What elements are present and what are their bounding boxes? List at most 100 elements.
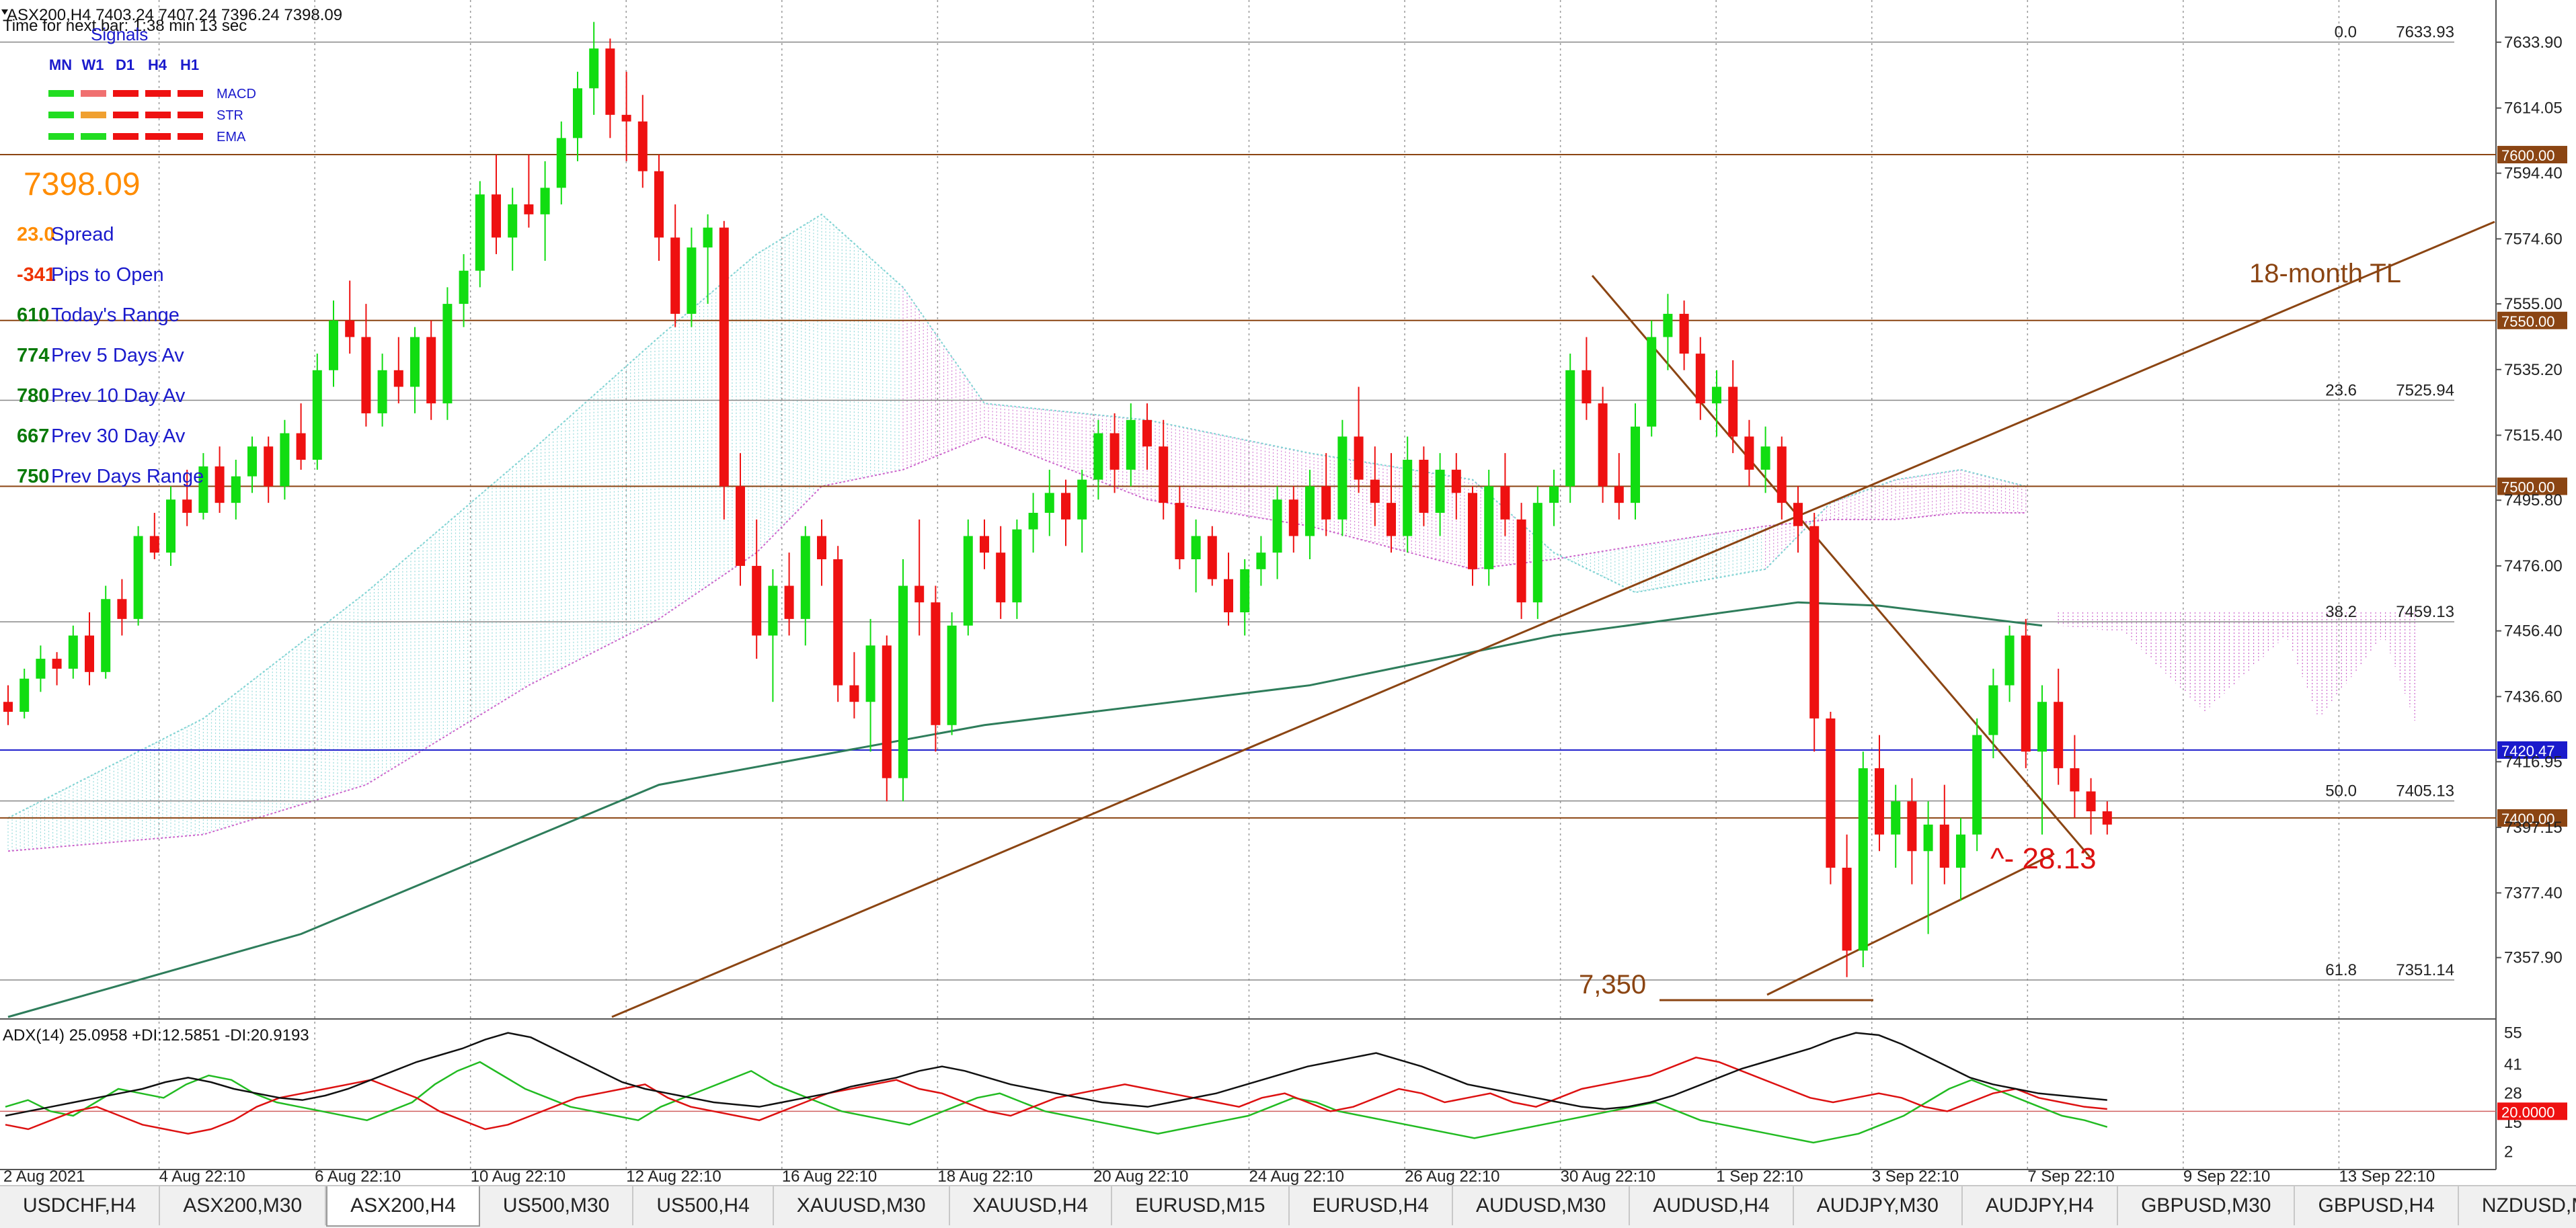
candle-body	[1272, 499, 1282, 553]
chart-tab[interactable]: US500,H4	[633, 1186, 774, 1225]
fibonacci-ratio-label: 0.0	[2335, 24, 2357, 42]
price-axis-label: 7476.00	[2504, 557, 2563, 575]
chart-tab[interactable]: GBPUSD,M30	[2118, 1186, 2296, 1225]
chart-tab[interactable]: EURUSD,M15	[1112, 1186, 1290, 1225]
price-axis-label: 7357.90	[2504, 949, 2563, 967]
chart-tab[interactable]: AUDJPY,H4	[1963, 1186, 2119, 1225]
candle-body	[2070, 768, 2080, 792]
adx-axis-label: 28	[2504, 1085, 2522, 1103]
chart-tab[interactable]: EURUSD,H4	[1290, 1186, 1453, 1225]
info-value: -341	[17, 264, 56, 286]
signal-indicator	[81, 133, 106, 140]
chart-tab[interactable]: NZDUSD,M30	[2459, 1186, 2576, 1225]
candle-body	[637, 121, 648, 171]
fibonacci-price-label: 7525.94	[2396, 381, 2454, 399]
candle-body	[1354, 436, 1364, 480]
adx-level-value: 20.0000	[2501, 1104, 2555, 1120]
info-value: 780	[17, 385, 49, 407]
info-label: Pips to Open	[51, 264, 164, 286]
candle-body	[573, 88, 582, 138]
time-axis-label: 6 Aug 22:10	[315, 1168, 401, 1185]
candle-body	[117, 599, 127, 619]
chart-tab[interactable]: AUDJPY,M30	[1794, 1186, 1963, 1225]
candle-body	[1744, 436, 1754, 470]
candle-body	[703, 227, 713, 248]
candle-body	[247, 446, 257, 477]
candle-body	[198, 466, 208, 513]
price-axis-label: 7397.15	[2504, 819, 2563, 837]
time-axis-label: 10 Aug 22:10	[471, 1168, 565, 1185]
price-axis-label: 7535.20	[2504, 361, 2563, 379]
collapse-arrow-icon[interactable]	[1, 9, 8, 15]
chart-tab[interactable]: USDCHF,H4	[0, 1186, 161, 1225]
signal-indicator	[113, 133, 139, 140]
signal-indicator	[178, 133, 203, 140]
fibonacci-price-label: 7633.93	[2396, 24, 2454, 42]
level-price-label: 7400.00	[2501, 811, 2555, 827]
candle-body	[1826, 718, 1836, 868]
chart-tab[interactable]: XAUUSD,M30	[774, 1186, 950, 1225]
candle-body	[68, 635, 78, 669]
chart-tab[interactable]: AUDUSD,H4	[1630, 1186, 1794, 1225]
candle-body	[556, 138, 566, 188]
info-label: Prev 30 Day Av	[51, 425, 186, 447]
candle-body	[1435, 469, 1445, 513]
candle-body	[231, 476, 241, 503]
candle-body	[1175, 503, 1185, 560]
time-axis-label: 7 Sep 22:10	[2027, 1168, 2114, 1185]
time-axis-label: 16 Aug 22:10	[782, 1168, 877, 1185]
candle-body	[52, 659, 62, 669]
candle-body	[1842, 867, 1852, 951]
chart-canvas[interactable]: 2 Aug 2021 4 Aug 22:10 6 Aug 22:10 10 Aug 2…	[0, 0, 2576, 1186]
signals-column-header: H4	[148, 56, 167, 73]
candle-body	[101, 599, 111, 672]
candle-body	[1988, 685, 1998, 735]
candle-body	[540, 188, 550, 214]
candle-body	[687, 247, 697, 314]
candle-body	[1907, 801, 1917, 852]
candle-body	[19, 678, 30, 712]
candle-body	[3, 702, 13, 712]
candle-body	[1337, 436, 1348, 520]
time-axis-label: 12 Aug 22:10	[626, 1168, 721, 1185]
chart-tab[interactable]: XAUUSD,H4	[950, 1186, 1113, 1225]
chart-tab[interactable]: US500,M30	[480, 1186, 634, 1225]
candle-body	[898, 585, 908, 778]
candle-body	[345, 320, 355, 337]
candle-body	[719, 227, 729, 487]
info-value: 610	[17, 304, 49, 326]
fibonacci-ratio-label: 61.8	[2325, 961, 2357, 979]
price-axis-label: 7574.60	[2504, 230, 2563, 248]
candle-body	[492, 194, 501, 238]
candle-body	[2004, 635, 2015, 686]
candle-body	[1028, 512, 1038, 530]
candle-body	[947, 625, 957, 725]
candle-body	[1793, 503, 1803, 526]
chart-tab[interactable]: ASX200,H4	[326, 1186, 480, 1227]
candle-body	[1142, 419, 1152, 447]
candle-body	[914, 585, 925, 603]
candle-body	[1631, 426, 1640, 503]
candle-body	[1387, 503, 1396, 536]
signal-indicator	[81, 112, 106, 118]
candle-body	[1565, 370, 1575, 487]
chart-tab[interactable]: ASX200,M30	[160, 1186, 327, 1225]
candle-body	[36, 659, 46, 679]
fibonacci-price-label: 7459.13	[2396, 603, 2454, 621]
candle-body	[312, 370, 322, 460]
signals-column-header: D1	[116, 56, 134, 73]
chart-tab[interactable]: AUDUSD,M30	[1453, 1186, 1631, 1225]
candle-body	[410, 337, 420, 387]
info-value: 750	[17, 466, 49, 487]
candle-body	[1240, 569, 1250, 612]
adx-minus-di-line	[5, 1057, 2107, 1135]
signal-indicator	[113, 90, 139, 97]
candle-body	[1061, 493, 1070, 520]
info-label: Today's Range	[51, 304, 180, 326]
candle-body	[1679, 313, 1689, 354]
chart-tab[interactable]: GBPUSD,H4	[2295, 1186, 2459, 1225]
level-price-label: 7600.00	[2501, 147, 2555, 164]
fibonacci-price-label: 7351.14	[2396, 961, 2454, 979]
adx-plus-di-line	[5, 1061, 2108, 1144]
